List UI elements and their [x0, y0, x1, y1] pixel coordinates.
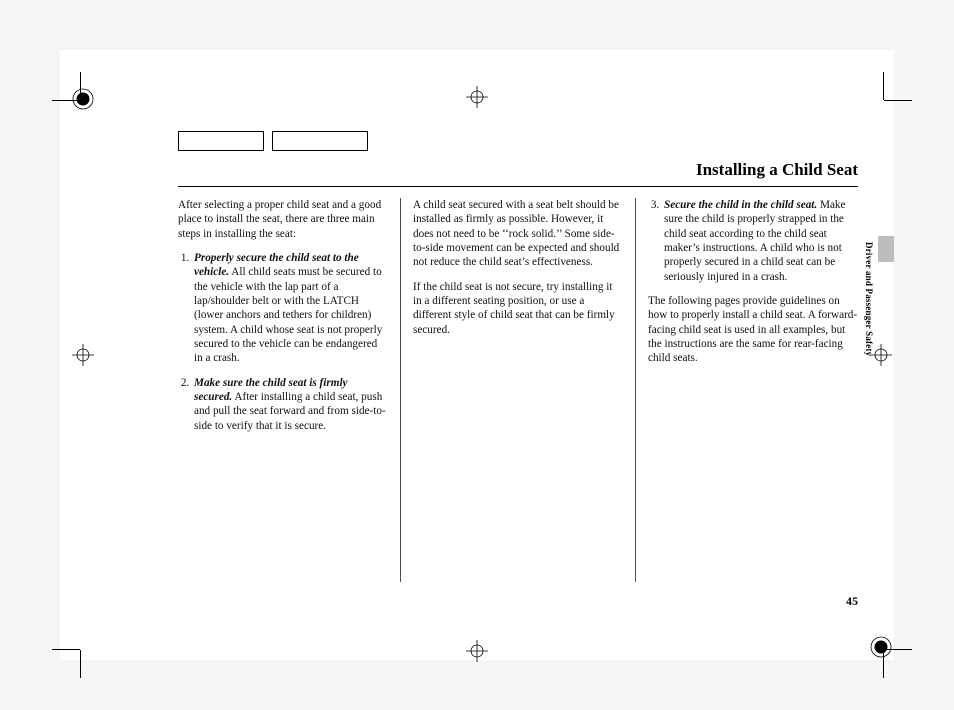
slug-box-icon — [272, 131, 368, 151]
registration-solid-icon — [72, 88, 94, 110]
page-number: 45 — [846, 594, 858, 609]
col3-p2: The following pages provide guidelines o… — [648, 294, 858, 366]
step-3: Secure the child in the child seat. Make… — [662, 198, 858, 284]
step-1: Properly secure the child seat to the ve… — [192, 251, 388, 366]
section-side-label-text: Driver and Passenger Safety — [864, 242, 874, 356]
column-2: A child seat secured with a seat belt sh… — [413, 198, 623, 582]
slug-box-icon — [178, 131, 264, 151]
header-slug-boxes — [178, 131, 368, 151]
column-divider — [400, 198, 401, 582]
content-columns: After selecting a proper child seat and … — [178, 198, 858, 582]
step-3-title: Secure the child in the child seat. — [664, 199, 817, 211]
registration-solid-icon — [870, 636, 892, 658]
col2-p2: If the child seat is not secure, try ins… — [413, 280, 623, 337]
thumb-index-tab-icon — [878, 236, 894, 262]
step-3-body: Make sure the child is properly strapped… — [664, 199, 846, 283]
registration-cross-icon — [466, 86, 488, 108]
registration-cross-icon — [466, 640, 488, 662]
page-title: Installing a Child Seat — [178, 160, 858, 187]
col1-intro: After selecting a proper child seat and … — [178, 198, 388, 241]
column-3: Secure the child in the child seat. Make… — [648, 198, 858, 582]
section-side-label: Driver and Passenger Safety — [866, 242, 876, 402]
col2-p1: A child seat secured with a seat belt sh… — [413, 198, 623, 270]
column-divider — [635, 198, 636, 582]
step-1-body: All child seats must be secured to the v… — [194, 266, 382, 364]
column-1: After selecting a proper child seat and … — [178, 198, 388, 582]
registration-cross-icon — [72, 344, 94, 366]
step-2: Make sure the child seat is firmly secur… — [192, 376, 388, 433]
